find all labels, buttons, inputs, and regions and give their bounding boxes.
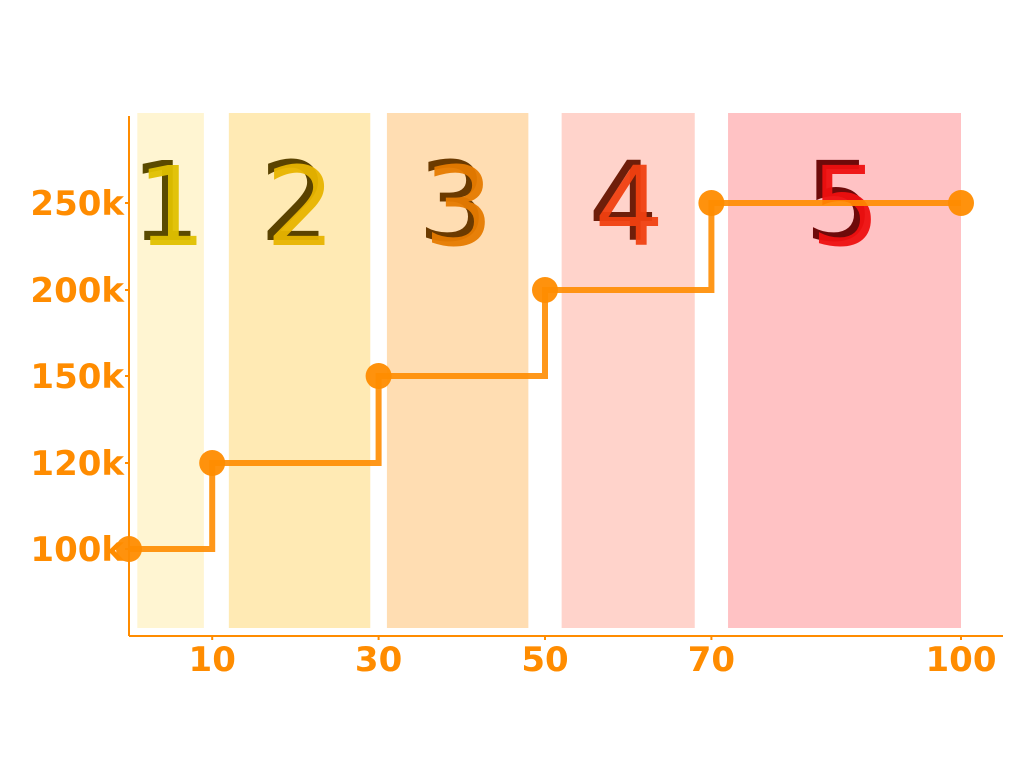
band-label-4: 4: [594, 143, 664, 271]
x-axis-ticks: 10 30 50 70 100: [189, 636, 997, 680]
band-2: [228, 113, 371, 628]
y-tick-label: 120k: [30, 444, 125, 484]
band-4: [561, 113, 695, 628]
series-line: [129, 200, 961, 552]
data-point-10: [199, 450, 226, 476]
band-label-shadow-4: 4: [588, 138, 658, 266]
band-label-1: 1: [137, 143, 207, 271]
band-1: [137, 113, 204, 628]
band-label-5: 5: [811, 143, 881, 271]
series-group: [116, 190, 974, 562]
band-3: [386, 113, 529, 628]
y-axis-ticks: 100k 120k 150k 200k 250k: [30, 184, 129, 570]
x-tick-label: 30: [355, 640, 402, 680]
band-label-shadow-1: 1: [131, 138, 201, 266]
data-point-0: [116, 536, 142, 562]
y-tick-label: 250k: [30, 184, 125, 224]
x-tick-label: 100: [926, 640, 997, 680]
band-label-3: 3: [424, 143, 494, 271]
x-tick-label: 10: [189, 640, 236, 680]
band-label-shadow-3: 3: [418, 138, 488, 266]
y-tick-label: 200k: [30, 271, 125, 311]
y-tick-label: 100k: [30, 530, 125, 570]
x-tick-label: 50: [521, 640, 568, 680]
band-5: [728, 113, 961, 628]
data-point-100: [948, 190, 974, 216]
band-label-2: 2: [266, 143, 336, 271]
category-bands: 11 22 33 44 55: [131, 113, 961, 628]
y-tick-label: 150k: [30, 357, 125, 397]
data-point-50: [532, 277, 558, 303]
x-tick-label: 70: [688, 640, 735, 680]
data-point-70: [698, 190, 725, 216]
data-point-30: [365, 363, 392, 389]
band-label-shadow-2: 2: [260, 138, 330, 266]
